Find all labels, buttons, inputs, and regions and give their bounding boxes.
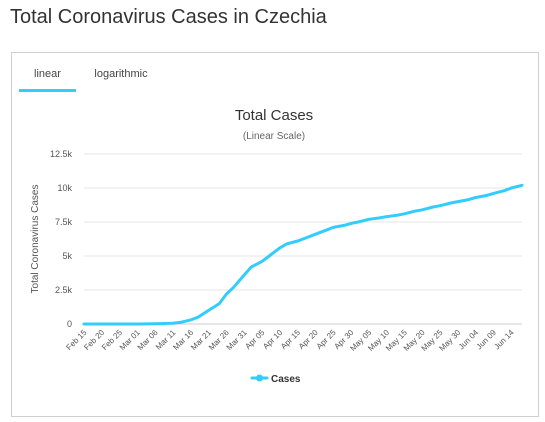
chart-subtitle: (Linear Scale): [243, 131, 305, 142]
line-chart: Total Cases (Linear Scale) Total Coronav…: [30, 107, 524, 385]
y-tick-label: 7.5k: [55, 217, 73, 227]
legend-marker-cases: [256, 374, 263, 382]
y-tick-label: 10k: [57, 183, 72, 193]
tab-linear[interactable]: linear: [19, 63, 76, 92]
page-title: Total Coronavirus Cases in Czechia: [10, 6, 327, 28]
y-tick-label: 0: [67, 319, 72, 329]
y-axis-title: Total Coronavirus Cases: [30, 185, 41, 294]
legend[interactable]: Cases: [250, 374, 301, 385]
chart-panel: linear logarithmic Total Cases (Linear S…: [11, 52, 539, 417]
series-line-cases: [82, 183, 524, 326]
x-tick-label: Jun 14: [492, 328, 516, 352]
legend-label-cases: Cases: [271, 374, 301, 385]
y-tick-label: 2.5k: [55, 285, 73, 295]
x-tick-label: Mar 31: [225, 328, 249, 352]
y-tick-label: 12.5k: [50, 149, 73, 159]
y-tick-label: 5k: [62, 251, 72, 261]
tab-logarithmic[interactable]: logarithmic: [94, 68, 148, 80]
chart-title: Total Cases: [235, 107, 313, 124]
